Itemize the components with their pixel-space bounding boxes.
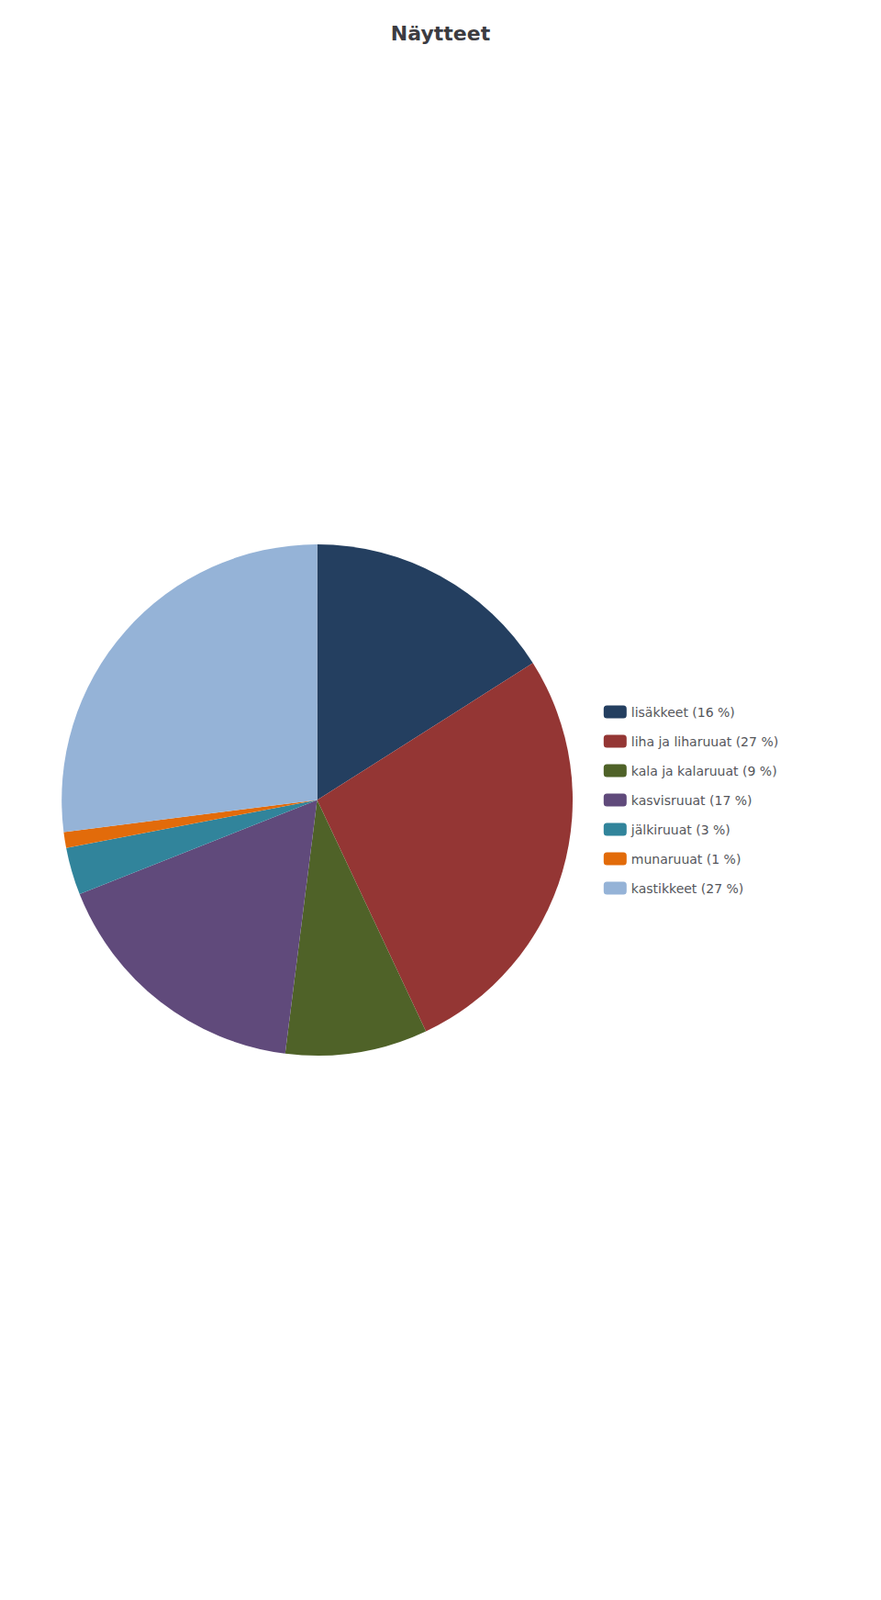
svg-text:Näytteet: Näytteet bbox=[390, 22, 491, 45]
svg-text:jälkiruuat (3 %): jälkiruuat (3 %) bbox=[630, 822, 731, 837]
svg-text:liha ja liharuuat (27 %): liha ja liharuuat (27 %) bbox=[631, 734, 779, 749]
svg-text:kastikkeet (27 %): kastikkeet (27 %) bbox=[631, 881, 745, 896]
svg-text:kala ja kalaruuat (9 %): kala ja kalaruuat (9 %) bbox=[631, 763, 778, 779]
svg-text:munaruuat (1 %): munaruuat (1 %) bbox=[631, 851, 742, 867]
svg-text:lisäkkeet (16 %): lisäkkeet (16 %) bbox=[631, 704, 736, 720]
svg-text:kasvisruuat (17 %): kasvisruuat (17 %) bbox=[631, 792, 753, 808]
